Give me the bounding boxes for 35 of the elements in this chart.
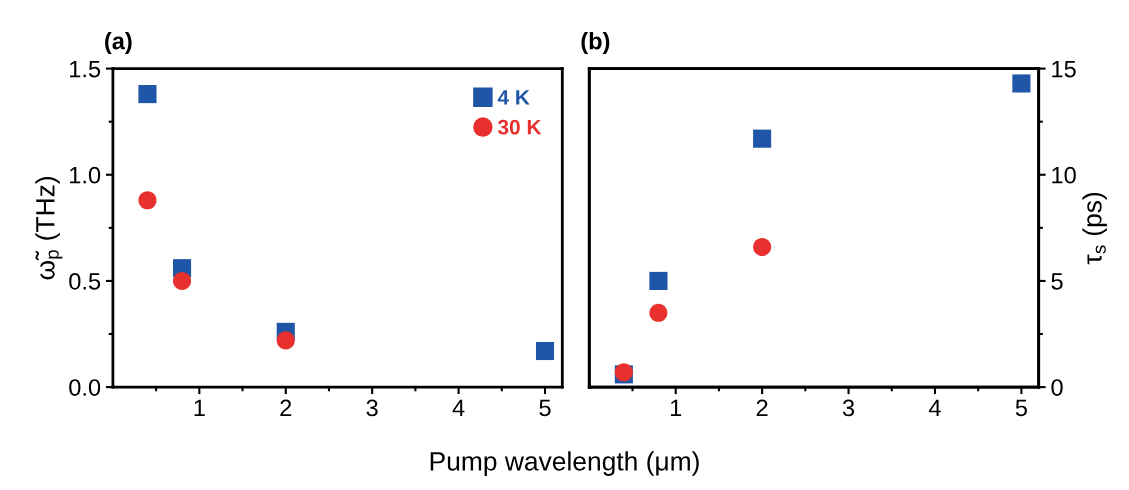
y2-tick-label: 10 (1052, 166, 1076, 184)
point (649, 271, 668, 290)
y-tick-label: 0.0 (69, 379, 101, 396)
x-tick-label: 4 (452, 399, 465, 417)
point (1012, 74, 1031, 93)
x-tick-label: 4 (928, 399, 941, 417)
point (649, 303, 668, 322)
y2-axis-title: τ$_{s}$ (ps) (1082, 192, 1107, 265)
x-tick-label: 3 (366, 399, 378, 417)
x-tick-label: 5 (1015, 399, 1027, 417)
x-tick-label: 1 (194, 399, 205, 417)
chart-title: (b) (581, 32, 610, 55)
y2-tick-label: 0 (1051, 379, 1063, 396)
point (535, 341, 555, 361)
point (276, 331, 295, 350)
y2-tick-label: 5 (1051, 273, 1063, 290)
y-tick-label: 1.5 (70, 60, 101, 78)
x-axis-title: Pump wavelength (μm) (430, 451, 699, 476)
x-tick-label: 1 (670, 399, 682, 417)
x-tick-label: 2 (280, 399, 292, 417)
y-tick-label: 1.0 (70, 166, 101, 184)
x-tick-label: 2 (756, 399, 768, 417)
x-tick-label: 5 (539, 399, 551, 417)
point (172, 271, 192, 290)
legend-label: 30 K (497, 119, 542, 135)
y-axis-title: ω̃$_{p}$ (THz) (35, 177, 63, 280)
y2-tick-label: 15 (1052, 60, 1076, 78)
point (753, 129, 772, 148)
chart-title: (a) (105, 32, 132, 55)
x-tick-label: 3 (842, 399, 855, 417)
point (753, 237, 772, 257)
point (138, 191, 157, 210)
legend-label: 4 K (497, 90, 530, 105)
y-tick-label: 0.5 (69, 273, 101, 290)
point (138, 85, 157, 104)
